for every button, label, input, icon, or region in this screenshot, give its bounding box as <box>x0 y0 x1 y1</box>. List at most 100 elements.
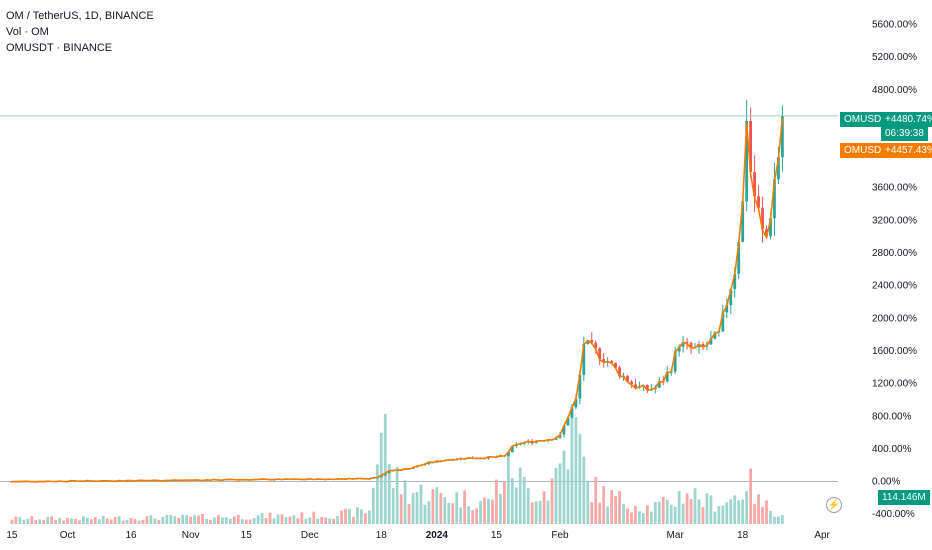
volume-bar <box>443 497 447 524</box>
x-tick-label: 15 <box>491 530 503 541</box>
volume-bar <box>89 519 93 524</box>
volume-bar <box>693 488 697 524</box>
volume-bar <box>753 504 756 524</box>
legend-compare[interactable]: OMUSDT · BINANCE <box>6 42 113 54</box>
volume-bar <box>42 519 46 524</box>
candle-body <box>602 359 606 362</box>
volume-bar <box>50 516 54 524</box>
volume-bar <box>447 502 451 524</box>
volume-bar <box>491 499 494 524</box>
y-tick-label: 3600.00% <box>872 183 917 194</box>
volume-bar <box>197 515 200 524</box>
x-tick-label: Feb <box>551 530 569 541</box>
volume-bar <box>70 518 73 524</box>
countdown-timer: 06:39:38 <box>881 126 928 141</box>
volume-bar <box>614 495 617 524</box>
volume-value-tag: 114.146M <box>878 490 930 505</box>
volume-bar <box>352 517 355 524</box>
volume-bar <box>221 517 224 524</box>
volume-bar <box>411 492 415 524</box>
volume-bar <box>725 502 729 524</box>
volume-bar <box>769 510 772 524</box>
volume-bar <box>276 514 280 524</box>
volume-bar <box>737 500 741 524</box>
volume-bar <box>586 480 590 524</box>
volume-bar <box>375 464 379 524</box>
volume-bar <box>109 519 113 524</box>
volume-bar <box>252 518 256 524</box>
x-tick-label: 15 <box>241 530 253 541</box>
volume-bar <box>312 511 316 524</box>
volume-bar <box>431 489 435 524</box>
volume-bar <box>264 518 268 524</box>
volume-bar <box>582 456 586 524</box>
volume-bar <box>280 514 284 524</box>
volume-bar <box>256 515 260 524</box>
candle-body <box>578 374 582 399</box>
y-tick-label: 2000.00% <box>872 313 917 324</box>
candle-body <box>566 417 570 426</box>
candle-body <box>685 341 689 344</box>
volume-bar <box>62 520 65 524</box>
volume-bar <box>153 518 157 524</box>
volume-bar <box>387 463 391 524</box>
legend-volume[interactable]: Vol · OM <box>6 26 49 38</box>
volume-bar <box>598 502 602 524</box>
volume-bar <box>66 517 69 524</box>
main-price-label: OMUSDT <box>840 112 892 127</box>
x-tick-label: Apr <box>814 530 830 541</box>
volume-bar <box>367 510 371 524</box>
volume-bar <box>217 515 220 524</box>
volume-bar <box>689 498 693 524</box>
volume-bar <box>630 512 633 524</box>
volume-bar <box>665 499 669 524</box>
volume-bar <box>129 518 133 524</box>
volume-bar <box>514 487 518 524</box>
y-tick-label: 0.00% <box>872 477 900 488</box>
volume-bar <box>205 519 208 524</box>
x-tick-label: 18 <box>737 530 749 541</box>
candle-body <box>634 384 637 388</box>
candle-body <box>765 229 768 237</box>
volume-bar <box>332 518 336 524</box>
volume-bar <box>550 478 554 524</box>
volume-bar <box>606 506 610 524</box>
candle-body <box>590 340 594 343</box>
x-tick-label: Nov <box>182 530 200 541</box>
volume-bar <box>673 506 677 524</box>
candle-body <box>757 196 760 208</box>
volume-bar <box>177 517 181 524</box>
candle-body <box>737 241 741 274</box>
volume-bar <box>510 478 514 524</box>
volume-bar <box>232 516 236 524</box>
volume-bar <box>272 518 276 524</box>
volume-bar <box>530 502 534 524</box>
candle-body <box>630 381 633 385</box>
volume-bar <box>244 519 248 524</box>
volume-bar <box>260 512 264 524</box>
volume-bar <box>324 517 328 524</box>
volume-bar <box>777 516 780 524</box>
volume-bar <box>383 414 387 524</box>
volume-bar <box>292 515 296 524</box>
volume-bar <box>105 518 109 524</box>
candle-body <box>773 179 776 219</box>
lightning-icon[interactable]: ⚡ <box>826 497 842 513</box>
x-tick-label: 18 <box>376 530 388 541</box>
volume-bar <box>74 518 77 524</box>
volume-bar <box>642 513 645 524</box>
volume-bar <box>268 512 272 524</box>
legend-symbol[interactable]: OM / TetherUS, 1D, BINANCE <box>6 10 154 22</box>
volume-bar <box>657 501 661 524</box>
volume-bar <box>320 516 324 524</box>
volume-bar <box>161 516 165 524</box>
volume-bar <box>117 516 121 524</box>
y-tick-label: 5600.00% <box>872 19 917 30</box>
candle-body <box>558 434 562 438</box>
volume-bar <box>316 518 320 524</box>
volume-bar <box>78 520 81 524</box>
volume-bar <box>594 477 598 524</box>
candle-body <box>574 398 578 408</box>
volume-bar <box>590 502 594 524</box>
